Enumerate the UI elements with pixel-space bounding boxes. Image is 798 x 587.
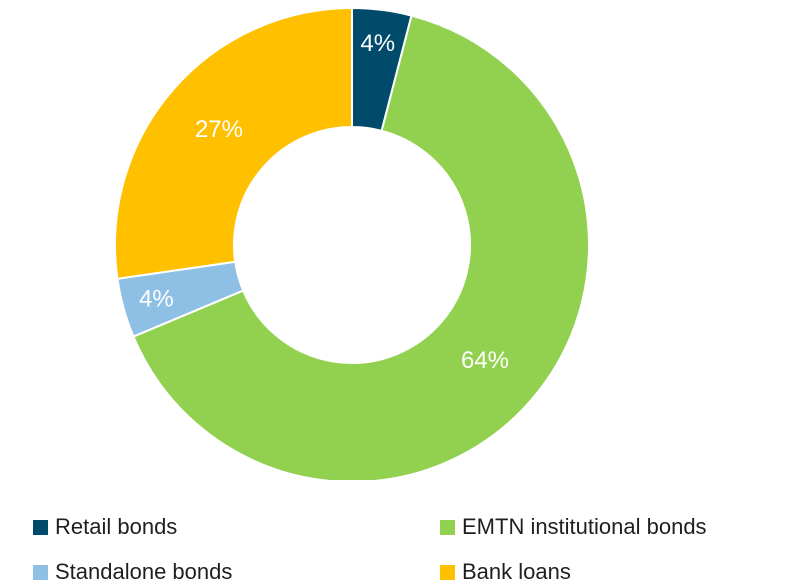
legend-label-retail-bonds: Retail bonds [55,514,178,539]
slice-labels-group: 4% 64% 4% 27% [139,30,509,374]
legend-item-bank-loans: Bank loans [440,559,571,585]
legend-swatch-standalone-bonds [33,564,48,580]
slice-emtn-institutional-bonds [132,14,590,480]
slice-label-emtn-institutional-bonds: 64% [461,347,509,374]
legend-label-bank-loans: Bank loans [462,559,571,584]
legend-swatch-retail-bonds [33,519,48,535]
slice-label-retail-bonds: 4% [360,30,395,57]
legend-item-retail-bonds: Retail bonds [33,514,177,540]
slices-group [114,6,590,480]
legend-label-emtn-institutional-bonds: EMTN institutional bonds [462,514,707,539]
legend-item-standalone-bonds: Standalone bonds [33,559,232,585]
slice-bank-loans [114,6,353,280]
donut-chart: 4% 64% 4% 27% [114,6,590,480]
legend-swatch-bank-loans [440,564,455,580]
slice-label-standalone-bonds: 4% [139,286,174,313]
legend-swatch-emtn-institutional-bonds [440,519,455,535]
legend-item-emtn-institutional-bonds: EMTN institutional bonds [440,514,707,540]
legend-label-standalone-bonds: Standalone bonds [55,559,233,584]
slice-label-bank-loans: 27% [195,116,243,143]
